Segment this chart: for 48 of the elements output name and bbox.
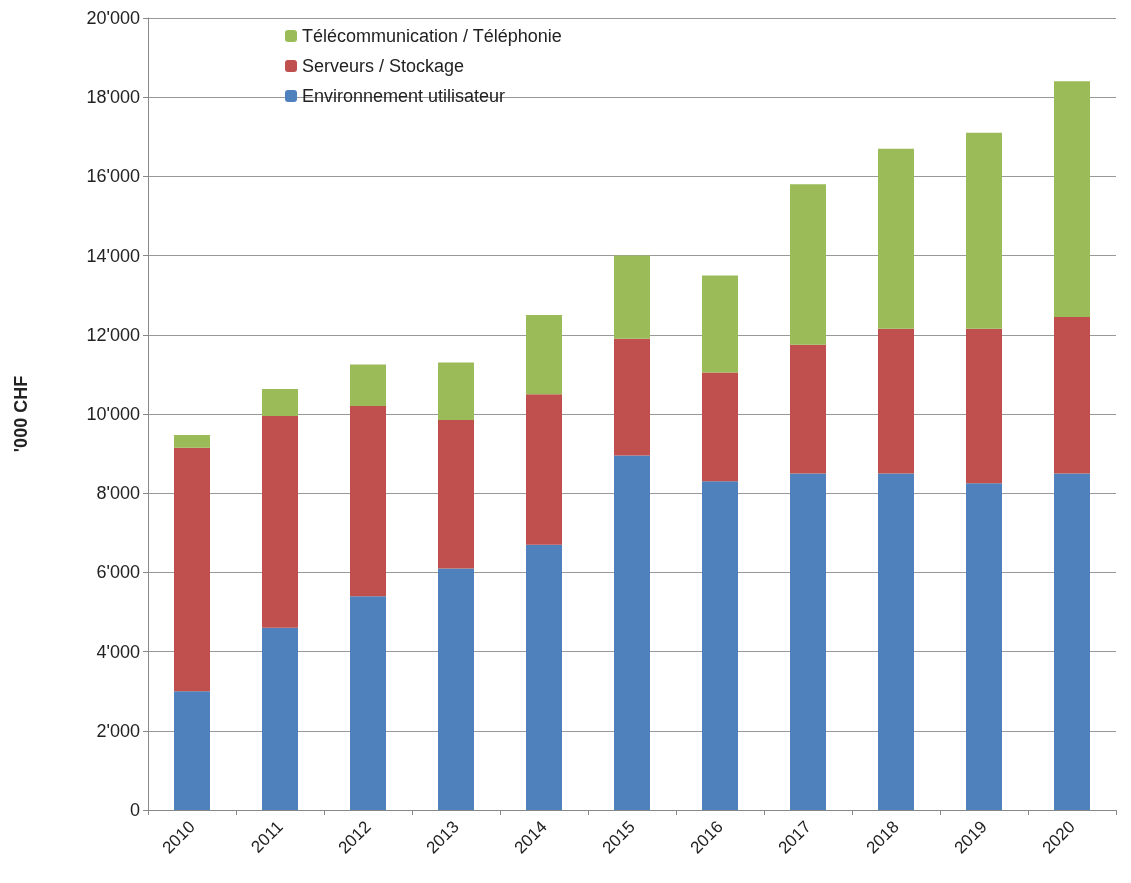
bar [262, 389, 298, 416]
bar [262, 627, 298, 810]
bar [262, 415, 298, 628]
bar [174, 447, 210, 692]
y-tick-label: 8'000 [96, 483, 140, 504]
bar [526, 544, 562, 810]
bar [1054, 81, 1090, 317]
y-tick-label: 20'000 [86, 8, 140, 28]
bar [878, 328, 914, 474]
legend-label: Télécommunication / Téléphonie [302, 26, 562, 46]
y-tick-label: 0 [129, 800, 140, 820]
y-tick-label: 16'000 [86, 166, 140, 187]
y-tick-label: 18'000 [86, 87, 140, 108]
y-tick-label: 10'000 [86, 404, 140, 424]
bar [966, 483, 1002, 810]
bar [350, 406, 386, 597]
bar [1054, 316, 1090, 474]
bar [878, 148, 914, 329]
bar [526, 394, 562, 545]
bar [702, 481, 738, 810]
bar [702, 275, 738, 373]
bar [1054, 473, 1090, 810]
bar [790, 473, 826, 810]
bar [790, 184, 826, 345]
bar [174, 434, 210, 448]
bar [350, 596, 386, 810]
bar [614, 455, 650, 810]
bar [966, 328, 1002, 484]
legend-label: Environnement utilisateur [302, 86, 506, 106]
bar [350, 364, 386, 407]
y-axis-title: '000 CHF [11, 375, 31, 453]
legend-label: Serveurs / Stockage [302, 56, 465, 76]
bar [526, 315, 562, 395]
y-tick-label: 6'000 [96, 562, 140, 583]
bar [790, 344, 826, 474]
bar [878, 473, 914, 810]
y-tick-label: 12'000 [86, 324, 140, 345]
bar [966, 132, 1002, 329]
bar [438, 362, 474, 420]
bar [438, 419, 474, 569]
y-tick-label: 14'000 [86, 245, 140, 266]
bar [614, 255, 650, 339]
y-tick-label: 2'000 [96, 720, 140, 741]
y-tick-label: 4'000 [96, 641, 140, 662]
bar [174, 691, 210, 810]
bar [702, 372, 738, 482]
bar [438, 568, 474, 810]
bar [614, 338, 650, 456]
